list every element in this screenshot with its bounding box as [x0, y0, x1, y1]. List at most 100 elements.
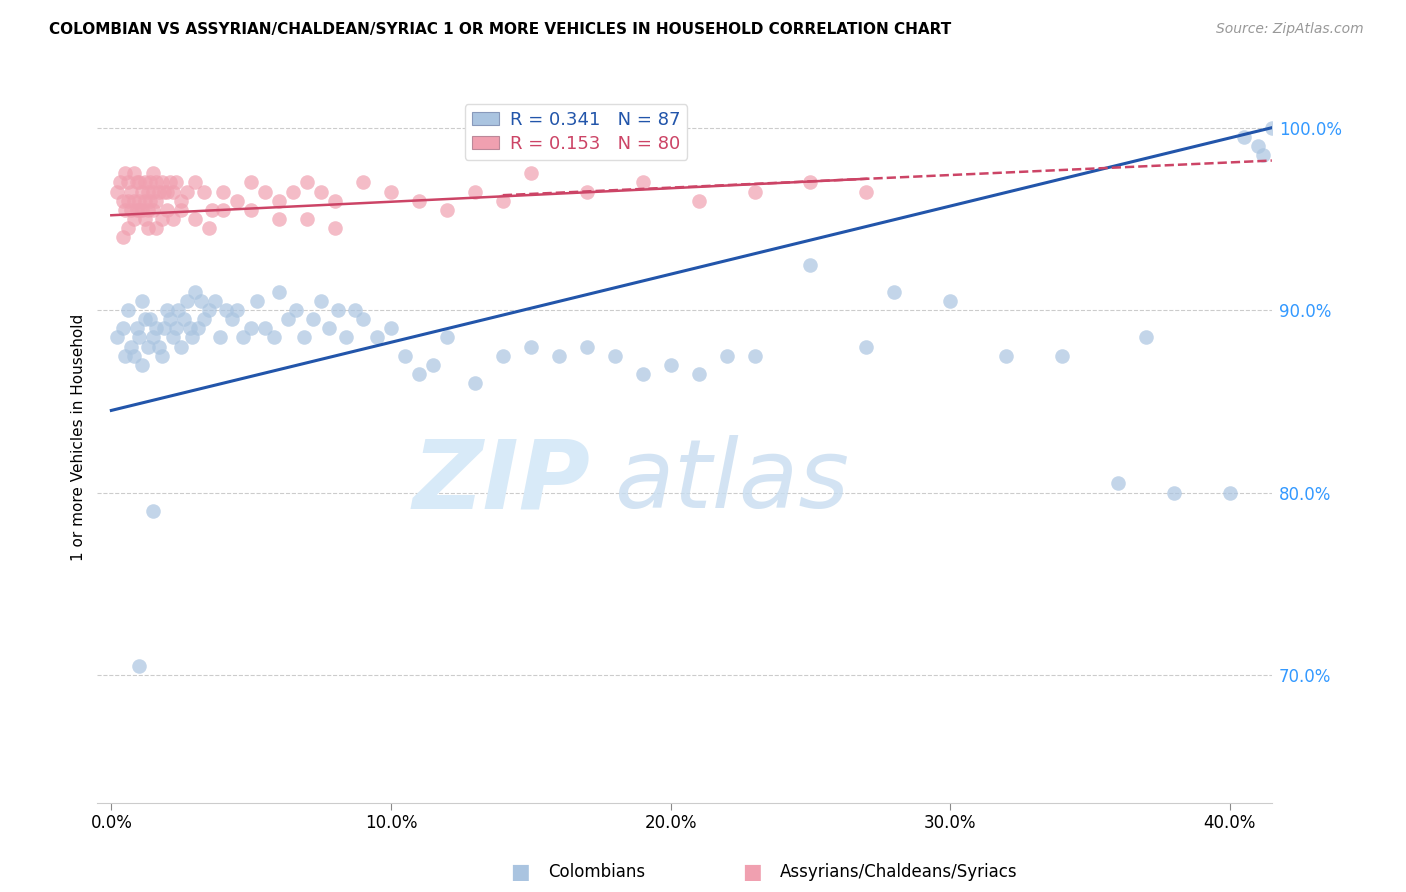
Point	[179, 321, 201, 335]
Point	[301, 312, 323, 326]
Point	[1163, 485, 1185, 500]
Point	[744, 185, 766, 199]
Point	[380, 321, 402, 335]
Point	[193, 185, 215, 199]
Point	[125, 321, 148, 335]
Point	[142, 185, 165, 199]
Point	[284, 303, 307, 318]
Point	[150, 176, 173, 190]
Point	[165, 176, 187, 190]
Point	[309, 185, 332, 199]
Text: atlas: atlas	[614, 435, 849, 528]
Point	[114, 166, 136, 180]
Point	[422, 358, 444, 372]
Point	[165, 321, 187, 335]
Point	[276, 312, 298, 326]
Point	[120, 340, 142, 354]
Point	[309, 293, 332, 308]
Point	[1050, 349, 1073, 363]
Point	[366, 330, 388, 344]
Point	[114, 202, 136, 217]
Point	[1247, 139, 1270, 153]
Point	[156, 185, 179, 199]
Point	[292, 330, 315, 344]
Point	[352, 176, 374, 190]
Point	[575, 340, 598, 354]
Point	[212, 202, 235, 217]
Point	[108, 176, 131, 190]
Point	[1261, 120, 1284, 135]
Point	[281, 185, 304, 199]
Point	[343, 303, 366, 318]
Point	[170, 340, 193, 354]
Point	[226, 303, 249, 318]
Point	[148, 185, 170, 199]
Point	[1219, 485, 1241, 500]
Point	[209, 330, 232, 344]
Point	[492, 194, 515, 208]
Point	[269, 194, 291, 208]
Point	[380, 185, 402, 199]
Point	[153, 185, 176, 199]
Text: COLOMBIAN VS ASSYRIAN/CHALDEAN/SYRIAC 1 OR MORE VEHICLES IN HOUSEHOLD CORRELATIO: COLOMBIAN VS ASSYRIAN/CHALDEAN/SYRIAC 1 …	[49, 22, 952, 37]
Text: Colombians: Colombians	[548, 863, 645, 881]
Text: Assyrians/Chaldeans/Syriacs: Assyrians/Chaldeans/Syriacs	[780, 863, 1018, 881]
Point	[492, 349, 515, 363]
Point	[221, 312, 243, 326]
Point	[352, 312, 374, 326]
Point	[122, 194, 145, 208]
Point	[170, 194, 193, 208]
Point	[240, 176, 263, 190]
Point	[226, 194, 249, 208]
Point	[131, 202, 153, 217]
Point	[173, 312, 195, 326]
Point	[136, 221, 159, 235]
Point	[145, 321, 167, 335]
Point	[326, 303, 349, 318]
Point	[215, 303, 238, 318]
Point	[131, 185, 153, 199]
Text: ■: ■	[742, 863, 762, 882]
Point	[139, 194, 162, 208]
Point	[520, 340, 543, 354]
Point	[464, 376, 486, 390]
Point	[184, 176, 207, 190]
Point	[181, 330, 204, 344]
Point	[120, 185, 142, 199]
Point	[114, 349, 136, 363]
Point	[939, 293, 962, 308]
Point	[111, 194, 134, 208]
Point	[111, 230, 134, 244]
Point	[150, 349, 173, 363]
Point	[254, 321, 277, 335]
Point	[128, 194, 150, 208]
Point	[162, 330, 184, 344]
Point	[156, 303, 179, 318]
Point	[190, 293, 212, 308]
Point	[631, 176, 654, 190]
Point	[1135, 330, 1157, 344]
Point	[394, 349, 416, 363]
Point	[111, 321, 134, 335]
Point	[855, 340, 877, 354]
Point	[176, 185, 198, 199]
Point	[150, 211, 173, 226]
Point	[408, 367, 430, 381]
Point	[134, 211, 156, 226]
Point	[145, 176, 167, 190]
Point	[105, 330, 128, 344]
Point	[688, 194, 710, 208]
Point	[122, 349, 145, 363]
Point	[688, 367, 710, 381]
Point	[464, 185, 486, 199]
Point	[184, 285, 207, 299]
Point	[335, 330, 357, 344]
Point	[125, 202, 148, 217]
Point	[128, 176, 150, 190]
Point	[799, 258, 821, 272]
Point	[142, 330, 165, 344]
Point	[1233, 129, 1256, 144]
Point	[575, 185, 598, 199]
Point	[117, 194, 139, 208]
Point	[128, 202, 150, 217]
